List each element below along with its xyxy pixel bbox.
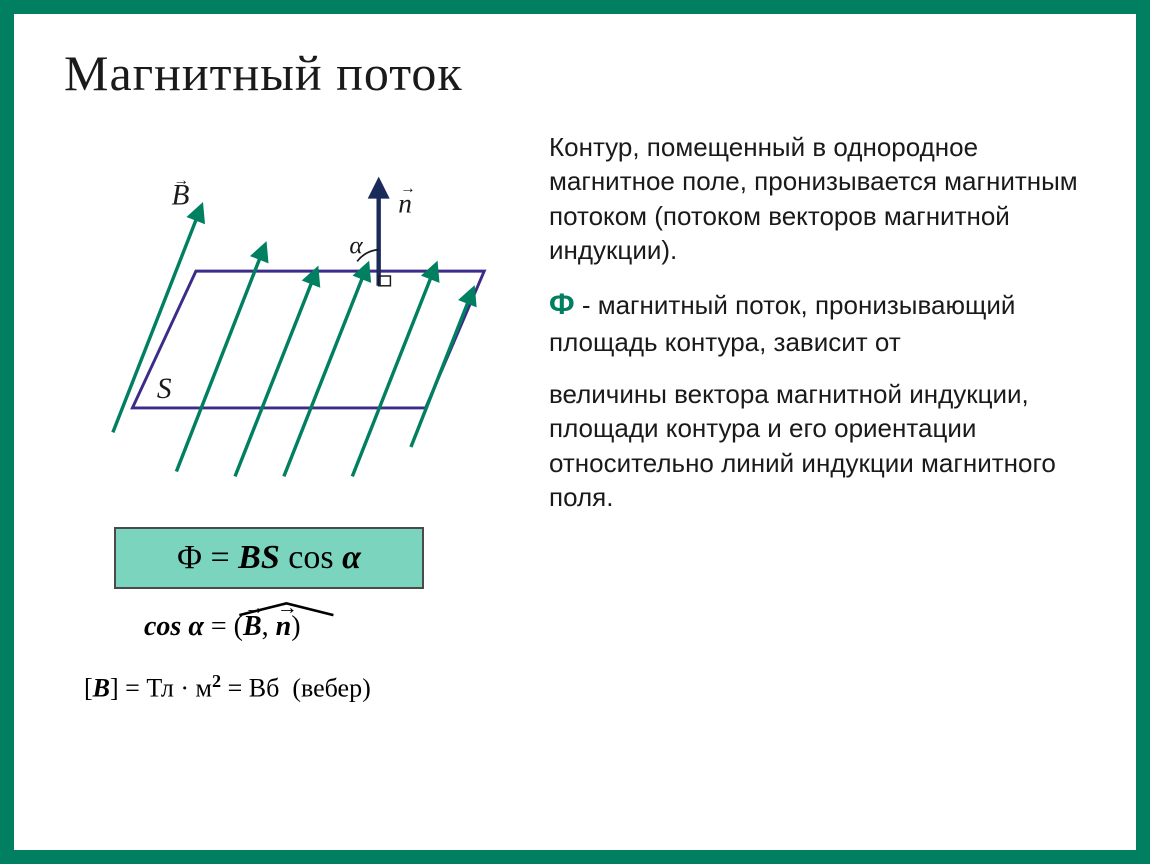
- field-lines: [113, 208, 473, 477]
- page-title: Магнитный поток: [64, 44, 1086, 102]
- label-n: n: [398, 189, 412, 219]
- slide-frame: Магнитный поток: [0, 0, 1150, 864]
- paragraph-3: величины вектора магнитной индукции, пло…: [549, 377, 1086, 514]
- slide-inner: Магнитный поток: [24, 26, 1126, 838]
- content-row: → B → n α S Φ = BS cos α cos α = (B, n): [64, 130, 1086, 704]
- left-column: → B → n α S Φ = BS cos α cos α = (B, n): [64, 130, 519, 704]
- label-S: S: [157, 373, 172, 405]
- phi-symbol: Ф: [549, 288, 575, 321]
- magnetic-flux-diagram: → B → n α S: [64, 130, 494, 510]
- label-B: B: [172, 180, 190, 212]
- paragraph-2-rest: - магнитный поток, пронизывающий площадь…: [549, 290, 1015, 357]
- cos-formula: cos α = (B, n): [144, 611, 519, 643]
- paragraph-1: Контур, помещенный в однородное магнитно…: [549, 130, 1086, 267]
- main-formula: Φ = BS cos α: [177, 539, 361, 576]
- label-alpha: α: [349, 232, 363, 260]
- main-formula-box: Φ = BS cos α: [114, 527, 424, 589]
- paragraph-2: Ф - магнитный поток, пронизывающий площа…: [549, 285, 1086, 359]
- right-column: Контур, помещенный в однородное магнитно…: [549, 130, 1086, 704]
- units-formula: [B] = Тл · м2 = Вб (вебер): [84, 671, 519, 704]
